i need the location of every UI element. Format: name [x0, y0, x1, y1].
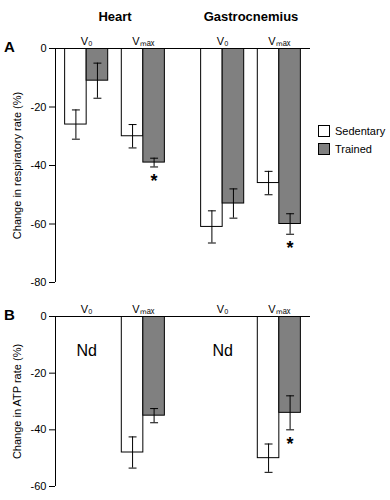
svg-text:V₀: V₀: [81, 35, 93, 47]
html-text:A: A: [4, 38, 15, 55]
svg-text:-60: -60: [31, 218, 47, 230]
svg-text:Nd: Nd: [212, 342, 232, 359]
svg-text:V₀: V₀: [217, 303, 229, 315]
svg-text:Nd: Nd: [76, 342, 96, 359]
svg-text:Gastrocnemius: Gastrocnemius: [204, 9, 299, 24]
svg-text:-40: -40: [31, 423, 47, 435]
svg-text:V₀: V₀: [217, 35, 229, 47]
svg-text:-80: -80: [31, 276, 47, 288]
svg-text:*: *: [287, 238, 294, 258]
svg-text:0: 0: [40, 310, 46, 322]
svg-text:Change in respiratory rate (%): Change in respiratory rate (%): [11, 92, 23, 239]
svg-text:V₀: V₀: [81, 303, 93, 315]
svg-text:Heart: Heart: [98, 9, 132, 24]
svg-text:0: 0: [40, 42, 46, 54]
html-text:B: B: [4, 306, 15, 323]
svg-text:-20: -20: [31, 367, 47, 379]
svg-text:-20: -20: [31, 101, 47, 113]
svg-text:Vₘₐₓ: Vₘₐₓ: [132, 303, 154, 315]
svg-text:*: *: [287, 434, 294, 454]
svg-text:Vₘₐₓ: Vₘₐₓ: [268, 35, 290, 47]
svg-text:Change in ATP rate (%): Change in ATP rate (%): [11, 344, 23, 459]
html-text:Trained: Trained: [335, 143, 372, 156]
svg-text:*: *: [151, 171, 158, 191]
svg-text:-60: -60: [31, 480, 47, 492]
html-text:Sedentary: Sedentary: [335, 125, 386, 138]
svg-text:-40: -40: [31, 159, 47, 171]
svg-text:Vₘₐₓ: Vₘₐₓ: [268, 303, 290, 315]
svg-text:Vₘₐₓ: Vₘₐₓ: [132, 35, 154, 47]
